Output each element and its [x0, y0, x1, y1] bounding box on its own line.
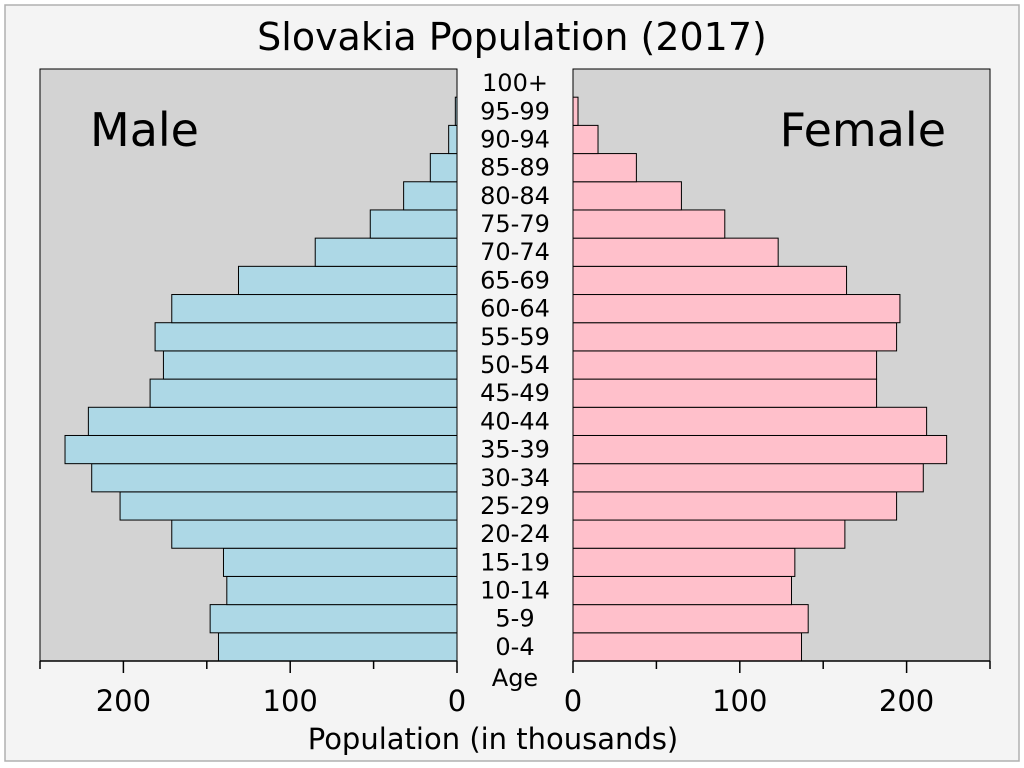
- male-bar-35-39: [64, 434, 458, 465]
- female-bar-85-89: [572, 153, 637, 183]
- male-bar-45-49: [149, 378, 458, 408]
- female-bar-75-79: [572, 209, 726, 239]
- male-tick-label-200: 200: [96, 684, 151, 718]
- female-bar-15-19: [572, 547, 796, 577]
- male-bar-30-34: [91, 463, 458, 493]
- x-axis-label: Population (in thousands): [308, 722, 679, 756]
- age-label-20-24: 20-24: [480, 520, 550, 548]
- age-label-70-74: 70-74: [480, 238, 550, 266]
- male-bar-40-44: [87, 406, 458, 436]
- male-bar-95-99: [454, 96, 458, 126]
- age-label-75-79: 75-79: [480, 210, 550, 238]
- male-bar-85-89: [429, 153, 458, 183]
- female-bar-0-4: [572, 632, 803, 662]
- age-label-90-94: 90-94: [480, 125, 550, 153]
- female-bar-60-64: [572, 294, 901, 324]
- age-label-100+: 100+: [482, 69, 548, 97]
- age-axis-label: Age: [492, 664, 538, 692]
- male-bar-80-84: [403, 181, 458, 211]
- male-bar-75-79: [369, 209, 458, 239]
- female-bar-10-14: [572, 575, 793, 606]
- female-bar-25-29: [572, 491, 898, 521]
- age-labels: 0-45-910-1415-1920-2425-2930-3435-3940-4…: [480, 69, 550, 661]
- male-bar-15-19: [222, 547, 458, 577]
- female-bar-5-9: [572, 604, 809, 634]
- male-bar-20-24: [171, 519, 458, 549]
- female-bars: [572, 96, 948, 662]
- male-bar-25-29: [119, 491, 458, 521]
- chart-title: Slovakia Population (2017): [257, 15, 767, 59]
- age-label-40-44: 40-44: [480, 407, 550, 435]
- female-bar-80-84: [572, 181, 682, 211]
- male-bar-60-64: [171, 294, 458, 324]
- female-bar-50-54: [572, 350, 878, 380]
- female-tick-label-0: 0: [564, 684, 582, 718]
- age-label-55-59: 55-59: [480, 323, 550, 351]
- age-label-60-64: 60-64: [480, 295, 550, 323]
- age-label-0-4: 0-4: [495, 633, 534, 661]
- male-tick-label-0: 0: [448, 684, 466, 718]
- x-axis-ticks: 0 0 100 100 200 200: [39, 661, 991, 718]
- female-bar-45-49: [572, 378, 878, 408]
- age-label-50-54: 50-54: [480, 351, 550, 379]
- age-label-45-49: 45-49: [480, 379, 550, 407]
- age-label-95-99: 95-99: [480, 97, 550, 125]
- female-bar-65-69: [572, 265, 848, 296]
- female-series-label: Female: [780, 103, 946, 157]
- age-label-15-19: 15-19: [480, 548, 550, 576]
- age-label-65-69: 65-69: [480, 266, 550, 294]
- male-series-label: Male: [90, 103, 199, 157]
- male-bar-5-9: [209, 604, 458, 634]
- male-bar-90-94: [448, 124, 458, 155]
- male-bar-70-74: [314, 237, 458, 267]
- age-label-80-84: 80-84: [480, 182, 550, 210]
- female-bar-20-24: [572, 519, 846, 549]
- female-bar-35-39: [572, 434, 948, 465]
- male-bar-10-14: [226, 575, 458, 606]
- female-bar-40-44: [572, 406, 928, 436]
- male-bars: [64, 96, 458, 662]
- female-bar-55-59: [572, 322, 898, 352]
- female-tick-label-100: 100: [712, 684, 767, 718]
- age-label-85-89: 85-89: [480, 154, 550, 182]
- male-bar-0-4: [217, 632, 458, 662]
- female-bar-95-99: [572, 96, 579, 126]
- female-bar-30-34: [572, 463, 924, 493]
- male-tick-label-100: 100: [263, 684, 318, 718]
- age-label-10-14: 10-14: [480, 577, 550, 605]
- age-label-35-39: 35-39: [480, 436, 550, 464]
- female-bar-90-94: [572, 124, 599, 155]
- male-bar-55-59: [154, 322, 458, 352]
- age-label-25-29: 25-29: [480, 492, 550, 520]
- female-bar-70-74: [572, 237, 779, 267]
- female-tick-label-200: 200: [879, 684, 934, 718]
- male-bar-50-54: [162, 350, 458, 380]
- age-label-5-9: 5-9: [495, 605, 534, 633]
- male-bar-65-69: [237, 265, 458, 296]
- age-label-30-34: 30-34: [480, 464, 550, 492]
